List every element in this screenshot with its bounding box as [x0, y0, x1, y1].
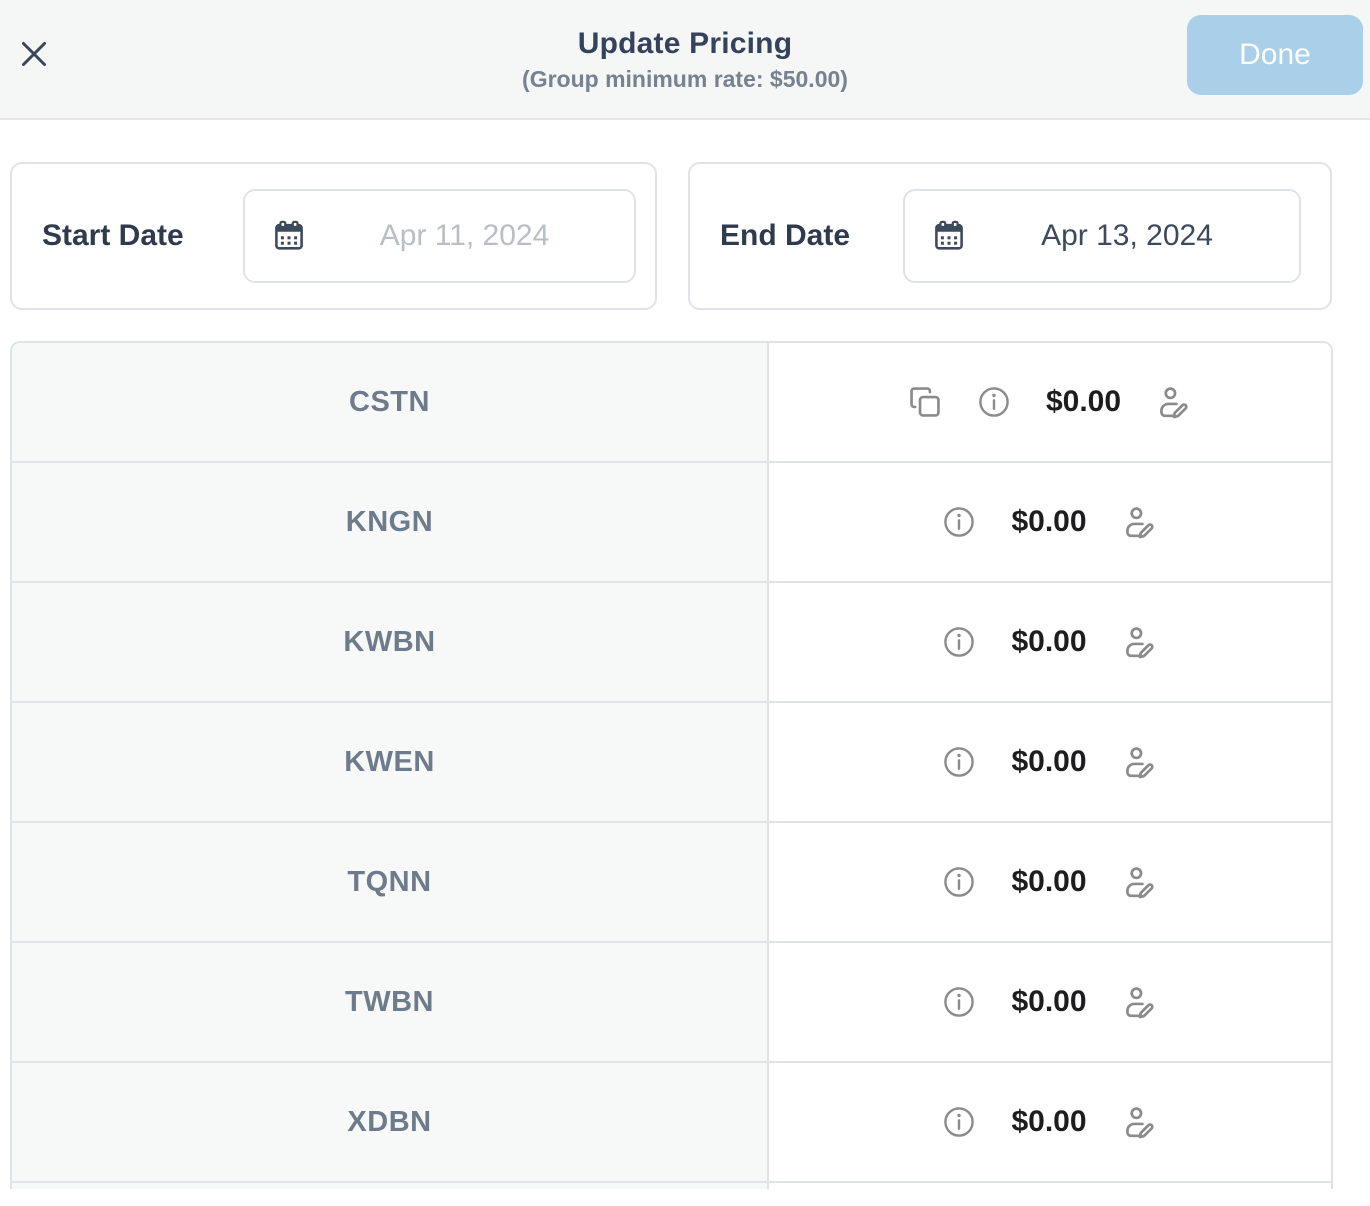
person-edit-icon[interactable] [1122, 744, 1158, 780]
rate-actions-cell [769, 1183, 1331, 1189]
rate-code-cell [12, 1183, 769, 1189]
person-edit-icon[interactable] [1122, 1104, 1158, 1140]
rate-code: KWEN [344, 745, 435, 778]
done-button[interactable]: Done [1187, 15, 1363, 95]
start-date-input[interactable] [313, 219, 616, 253]
person-edit-icon[interactable] [1156, 384, 1192, 420]
x-icon [16, 36, 52, 72]
person-edit-icon[interactable] [1122, 984, 1158, 1020]
rate-code: TWBN [345, 985, 434, 1018]
rate-code-cell: CSTN [12, 343, 769, 461]
table-row: KWBN $0.00 [12, 583, 1331, 703]
price-value: $0.00 [1011, 865, 1087, 898]
rate-code: XDBN [347, 1105, 432, 1138]
price-value: $0.00 [1011, 625, 1087, 658]
start-date-picker[interactable] [243, 189, 636, 283]
table-row: CSTN $0.00 [12, 343, 1331, 463]
info-icon[interactable] [942, 625, 976, 659]
copy-icon[interactable] [908, 385, 942, 419]
table-rows: CSTN $0.00 [12, 343, 1331, 1183]
price-value: $0.00 [1011, 985, 1087, 1018]
table-row: XDBN $0.00 [12, 1063, 1331, 1183]
rate-code-cell: XDBN [12, 1063, 769, 1181]
rate-actions-cell: $0.00 [769, 703, 1331, 821]
rate-actions-cell: $0.00 [769, 463, 1331, 581]
end-date-input[interactable] [973, 219, 1281, 253]
info-icon[interactable] [942, 505, 976, 539]
rate-code: KNGN [345, 505, 434, 538]
page-subtitle: (Group minimum rate: $50.00) [522, 66, 848, 92]
price-value: $0.00 [1011, 505, 1087, 538]
info-icon[interactable] [942, 985, 976, 1019]
price-value: $0.00 [1045, 385, 1122, 418]
person-edit-icon[interactable] [1122, 624, 1158, 660]
header-titles: Update Pricing (Group minimum rate: $50.… [522, 27, 848, 93]
rate-actions-cell: $0.00 [769, 1063, 1331, 1181]
price-value: $0.00 [1011, 745, 1087, 778]
rate-code-cell: KWEN [12, 703, 769, 821]
calendar-icon [271, 218, 307, 254]
price-value: $0.00 [1011, 1105, 1087, 1138]
info-icon[interactable] [942, 865, 976, 899]
rate-actions-cell: $0.00 [769, 823, 1331, 941]
end-date-picker[interactable] [903, 189, 1301, 283]
rate-code-cell: TWBN [12, 943, 769, 1061]
start-date-label: Start Date [42, 219, 184, 252]
table-row: TQNN $0.00 [12, 823, 1331, 943]
end-date-card: End Date [688, 162, 1332, 310]
table-row: KWEN $0.00 [12, 703, 1331, 823]
rate-code-cell: KNGN [12, 463, 769, 581]
pricing-table: CSTN $0.00 [10, 341, 1333, 1189]
rate-code-cell: KWBN [12, 583, 769, 701]
table-row: KNGN $0.00 [12, 463, 1331, 583]
person-edit-icon[interactable] [1122, 864, 1158, 900]
table-row: TWBN $0.00 [12, 943, 1331, 1063]
rate-code: CSTN [349, 385, 430, 418]
rate-code: KWBN [343, 625, 436, 658]
rate-actions-cell: $0.00 [769, 943, 1331, 1061]
end-date-label: End Date [720, 219, 851, 252]
start-date-card: Start Date [10, 162, 657, 310]
person-edit-icon[interactable] [1122, 504, 1158, 540]
rate-actions-cell: $0.00 [769, 583, 1331, 701]
table-row-partial [12, 1183, 1331, 1189]
close-button[interactable] [12, 32, 56, 76]
info-icon[interactable] [942, 745, 976, 779]
info-icon[interactable] [942, 1105, 976, 1139]
rate-code: TQNN [347, 865, 432, 898]
date-filters: Start Date End Date [10, 162, 1360, 310]
rate-code-cell: TQNN [12, 823, 769, 941]
modal-header: Update Pricing (Group minimum rate: $50.… [0, 0, 1370, 120]
info-icon[interactable] [977, 385, 1011, 419]
rate-actions-cell: $0.00 [769, 343, 1331, 461]
page-title: Update Pricing [577, 27, 793, 60]
calendar-icon [931, 218, 967, 254]
